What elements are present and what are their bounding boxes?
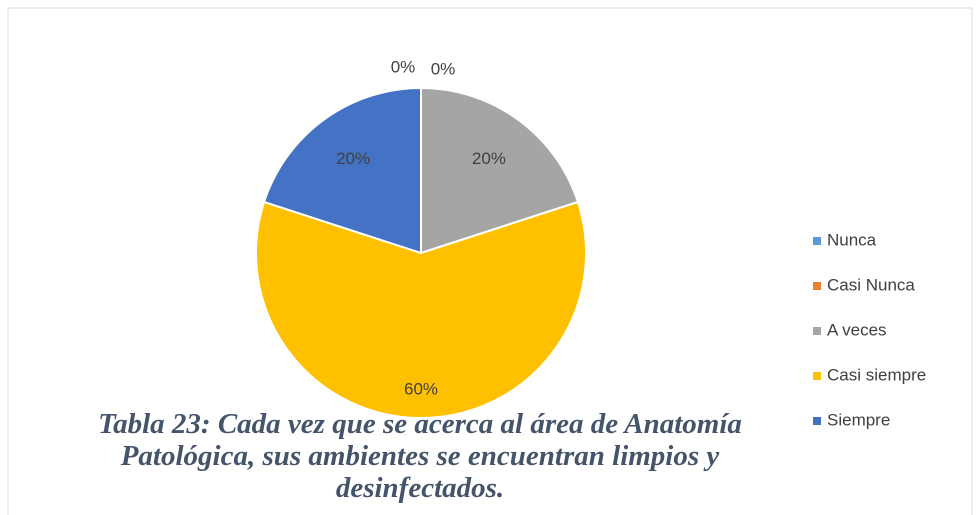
- data-label: 0%: [431, 59, 456, 78]
- legend-swatch: [813, 327, 821, 335]
- legend-label: Casi siempre: [827, 365, 926, 384]
- legend-swatch: [813, 237, 821, 245]
- data-label: 0%: [391, 57, 416, 76]
- data-label: 20%: [472, 149, 506, 168]
- legend-label: A veces: [827, 320, 887, 339]
- chart-title: Tabla 23: Cada vez que se acerca al área…: [98, 408, 742, 504]
- data-label: 60%: [404, 379, 438, 398]
- legend-label: Casi Nunca: [827, 275, 915, 294]
- legend-label: Siempre: [827, 410, 890, 429]
- legend-swatch: [813, 372, 821, 380]
- legend-swatch: [813, 282, 821, 290]
- pie-slice: [255, 200, 587, 419]
- data-label: 20%: [336, 149, 370, 168]
- legend-label: Nunca: [827, 230, 877, 249]
- chart-border: [7, 7, 973, 515]
- pie-slice: [262, 86, 422, 255]
- legend-swatch: [813, 417, 821, 425]
- pie-slice: [420, 86, 580, 255]
